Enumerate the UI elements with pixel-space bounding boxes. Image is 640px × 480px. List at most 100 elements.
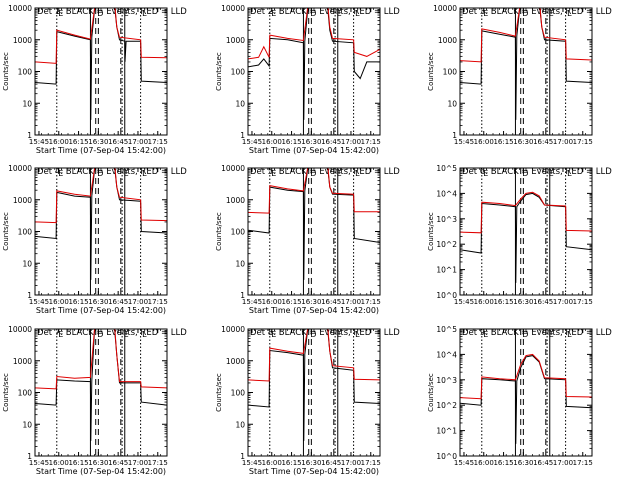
y-axis-label: Counts/sec bbox=[427, 52, 435, 91]
x-axis-label: Start Time (07-Sep-04 15:42:00) bbox=[36, 467, 166, 476]
plot-area bbox=[35, 8, 167, 135]
event-marker-label: E bbox=[337, 169, 342, 178]
event-marker-label: L bbox=[355, 330, 360, 339]
x-tick-label: 16:00 bbox=[49, 138, 69, 146]
y-tick-label: 1000 bbox=[226, 357, 245, 366]
y-axis-label: Counts/sec bbox=[427, 212, 435, 251]
x-tick-label: 16:30 bbox=[301, 138, 321, 146]
x-tick-label: 16:00 bbox=[49, 298, 69, 306]
chart-panel-det6: Det 6: BLACK = Events, RED = LLD Counts/s… bbox=[427, 164, 612, 306]
y-tick-label: 1 bbox=[240, 291, 245, 300]
chart-panel-det4: Det 4: BLACK = Events, RED = LLDCounts/s… bbox=[2, 164, 187, 315]
x-tick-label: 16:00 bbox=[474, 459, 494, 467]
plot-frame bbox=[34, 7, 168, 136]
x-axis-label: Start Time (07-Sep-04 15:42:00) bbox=[249, 146, 379, 155]
plot-frame bbox=[247, 7, 381, 136]
event-marker-label: D bbox=[522, 9, 528, 18]
y-tick-label: 10^4 bbox=[436, 350, 457, 359]
x-tick-label: 17:15 bbox=[361, 298, 381, 306]
y-axis-label: Counts/sec bbox=[427, 373, 435, 412]
event-marker-label: E bbox=[58, 9, 63, 18]
x-tick-label: 15:45 bbox=[29, 298, 49, 306]
x-tick-label: 16:30 bbox=[88, 138, 108, 146]
x-tick-label: 16:45 bbox=[321, 138, 341, 146]
plot-area bbox=[35, 329, 167, 456]
event-marker-label: E bbox=[483, 330, 488, 339]
y-tick-label: 10^2 bbox=[436, 240, 457, 249]
x-tick-label: 16:00 bbox=[474, 138, 494, 146]
series-events-line bbox=[248, 329, 380, 441]
x-tick-label: 15:45 bbox=[454, 138, 474, 146]
chart-panel-det3: Det 3: BLACK = Events, RED = LLDCounts/s… bbox=[427, 4, 612, 146]
series-lld-line bbox=[460, 353, 592, 400]
event-marker-label: L bbox=[355, 9, 360, 18]
event-marker-label: D bbox=[97, 330, 103, 339]
x-tick-label: 17:00 bbox=[553, 459, 573, 467]
x-tick-label: 16:00 bbox=[49, 459, 69, 467]
y-tick-label: 10 bbox=[235, 420, 245, 429]
event-marker-label: D bbox=[310, 169, 316, 178]
plot-area bbox=[248, 168, 380, 295]
event-marker-label: D bbox=[522, 330, 528, 339]
plot-area bbox=[35, 168, 167, 295]
y-tick-label: 10^0 bbox=[436, 452, 457, 461]
y-tick-label: 1 bbox=[27, 131, 32, 140]
y-tick-label: 1000 bbox=[13, 36, 32, 45]
x-tick-label: 16:15 bbox=[68, 459, 88, 467]
x-tick-label: 16:15 bbox=[281, 298, 301, 306]
x-tick-label: 16:45 bbox=[533, 459, 553, 467]
y-tick-label: 10^0 bbox=[436, 291, 457, 300]
plot-frame bbox=[459, 328, 593, 457]
y-tick-label: 100 bbox=[443, 68, 458, 77]
x-tick-label: 17:15 bbox=[148, 459, 168, 467]
event-marker-label: E bbox=[58, 330, 63, 339]
event-marker-label: E bbox=[337, 9, 342, 18]
plot-frame bbox=[459, 7, 593, 136]
y-tick-label: 10 bbox=[22, 259, 32, 268]
y-tick-label: 10^1 bbox=[436, 266, 457, 275]
event-marker-label: E bbox=[124, 330, 129, 339]
series-lld-line bbox=[460, 191, 592, 234]
y-tick-label: 10000 bbox=[221, 4, 245, 13]
x-tick-label: 16:45 bbox=[533, 298, 553, 306]
series-events-line bbox=[248, 8, 380, 120]
x-axis-label: Start Time (07-Sep-04 15:42:00) bbox=[249, 306, 379, 315]
x-tick-label: 15:45 bbox=[242, 138, 262, 146]
x-tick-label: 16:45 bbox=[533, 138, 553, 146]
plot-area bbox=[460, 8, 592, 135]
x-tick-label: 16:30 bbox=[301, 459, 321, 467]
x-tick-label: 17:00 bbox=[128, 459, 148, 467]
y-axis-label: Counts/sec bbox=[215, 212, 223, 251]
event-marker-label: E bbox=[58, 169, 63, 178]
x-tick-label: 17:15 bbox=[361, 459, 381, 467]
plot-area bbox=[460, 329, 592, 456]
event-marker-label: E bbox=[549, 330, 554, 339]
chart-panel-det5: Det 5: BLACK = Events, RED = LLDCounts/s… bbox=[215, 164, 400, 315]
chart-title: Det 6: BLACK = Events, RED = LLD bbox=[462, 167, 612, 177]
x-tick-label: 17:15 bbox=[148, 298, 168, 306]
x-tick-label: 17:00 bbox=[553, 138, 573, 146]
plot-frame bbox=[247, 328, 381, 457]
x-tick-label: 15:45 bbox=[242, 298, 262, 306]
event-marker-label: E bbox=[549, 9, 554, 18]
x-tick-label: 16:00 bbox=[474, 298, 494, 306]
x-tick-label: 17:00 bbox=[341, 138, 361, 146]
x-tick-label: 17:15 bbox=[573, 459, 593, 467]
event-marker-label: L bbox=[567, 330, 572, 339]
x-tick-label: 17:00 bbox=[341, 459, 361, 467]
x-tick-label: 16:30 bbox=[301, 298, 321, 306]
x-tick-label: 17:15 bbox=[361, 138, 381, 146]
y-tick-label: 1 bbox=[240, 131, 245, 140]
y-tick-label: 1 bbox=[452, 131, 457, 140]
event-marker-label: L bbox=[567, 169, 572, 178]
event-marker-label: D bbox=[310, 330, 316, 339]
event-marker-label: D bbox=[97, 9, 103, 18]
x-tick-label: 16:45 bbox=[321, 298, 341, 306]
y-tick-label: 10^3 bbox=[436, 376, 457, 385]
series-lld-line bbox=[35, 8, 167, 64]
event-marker-label: D bbox=[310, 9, 316, 18]
y-tick-label: 100 bbox=[231, 68, 246, 77]
x-tick-label: 16:45 bbox=[108, 459, 128, 467]
y-tick-label: 1 bbox=[27, 291, 32, 300]
